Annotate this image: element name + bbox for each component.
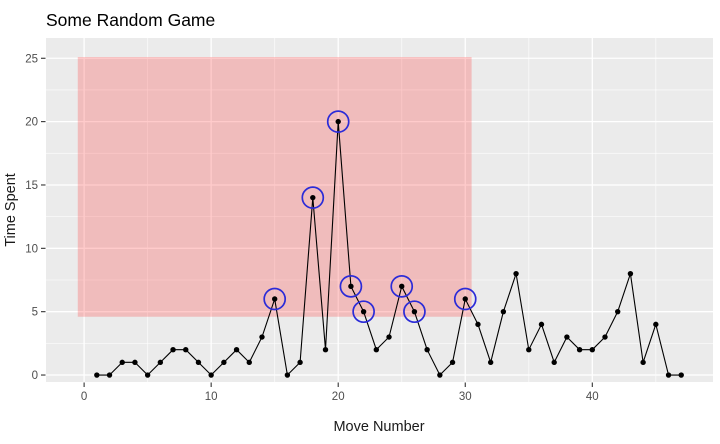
data-point [678,372,684,378]
highlight-circle [453,287,477,311]
data-point [475,321,481,328]
data-point [627,270,634,277]
data-point [106,372,113,378]
y-tick-label: 25 [25,53,38,65]
data-point [411,308,418,315]
data-point [653,321,659,328]
data-point [538,321,545,328]
data-point [233,346,240,353]
data-point [576,346,583,353]
x-tick-label: 30 [459,391,472,403]
data-point [284,372,291,378]
data-point [335,118,341,125]
x-tick-label: 20 [332,391,345,403]
data-point [183,346,189,353]
data-point [322,346,329,353]
data-point [360,308,367,315]
data-point [665,372,672,378]
y-tick-label: 20 [25,117,38,129]
x-axis-title: Move Number [333,419,425,435]
data-point [310,194,316,201]
highlight-circle [352,300,375,324]
data-point [157,359,164,366]
data-point [221,359,227,366]
data-point [373,346,380,353]
data-point [500,308,507,315]
chart-title: Some Random Game [46,10,216,30]
data-point [386,334,392,340]
y-tick-label: 5 [32,307,38,319]
data-point [424,346,430,353]
x-tick-label: 40 [586,391,599,403]
data-point [246,359,252,366]
y-tick-label: 10 [25,243,38,255]
data-point [640,359,646,366]
highlight-circle [263,287,287,311]
highlight-circle [301,186,325,209]
data-point [589,346,596,353]
panel-background [46,38,713,382]
y-tick-label: 15 [25,180,38,192]
data-point [526,346,532,353]
x-tick-label: 10 [205,391,218,403]
data-point [132,359,138,366]
y-tick-label: 0 [32,370,38,382]
data-point [602,334,608,340]
data-point [348,283,354,290]
data-point [144,372,151,378]
data-point [399,283,405,290]
highlight-circle [403,300,426,324]
data-point [615,308,621,315]
data-point [437,372,443,378]
data-point [119,359,125,366]
data-point [195,359,202,366]
data-point [170,346,176,353]
data-point [462,296,468,302]
data-point [94,372,100,378]
highlight-circle [390,274,414,298]
highlight-region [77,57,472,317]
data-point [449,359,456,366]
data-point [513,270,519,277]
data-point [487,359,494,366]
data-point [297,359,303,366]
data-point [271,296,278,302]
data-point [259,334,265,340]
highlight-circle [326,110,350,133]
highlight-circle [339,274,363,298]
x-tick-label: 0 [81,391,87,403]
data-point [551,359,557,366]
data-point [208,372,214,378]
data-point [564,334,570,340]
